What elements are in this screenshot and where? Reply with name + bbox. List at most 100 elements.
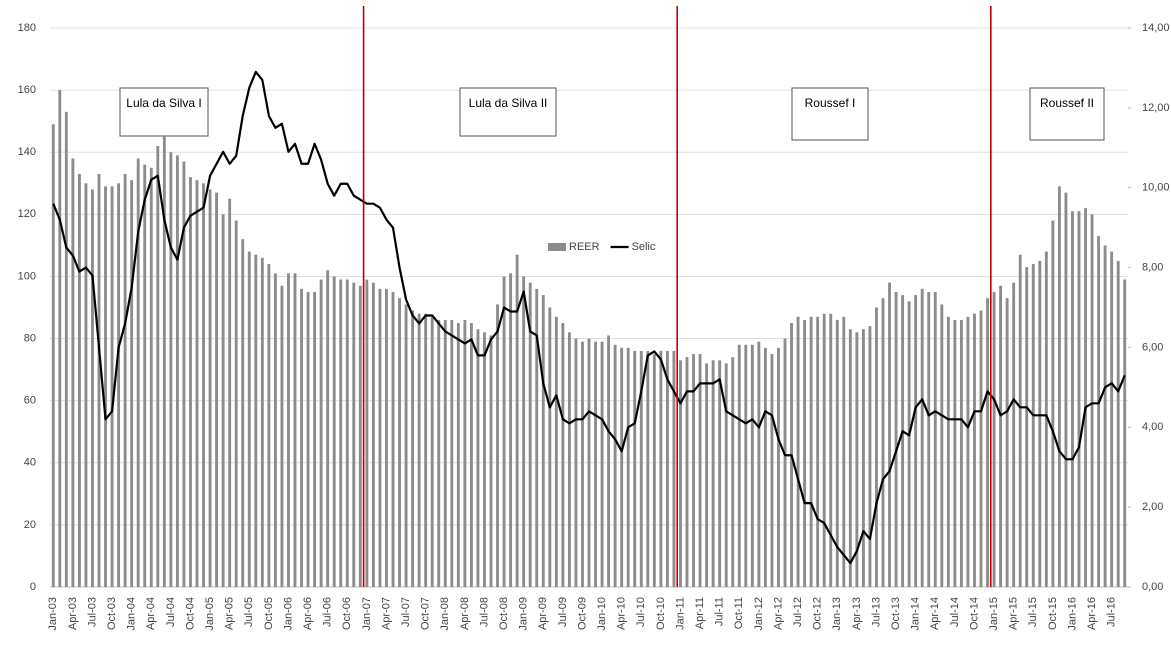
bar [456,323,460,587]
bar [404,304,408,587]
bar [234,220,238,588]
y2-tick-label: 10,00 [1142,182,1170,194]
bar [835,319,839,587]
bar [273,273,277,587]
bar [352,282,356,587]
y-tick-label: 0 [30,581,36,593]
y2-tick-label: 14,00 [1142,22,1170,34]
bar [443,319,447,587]
bar [692,354,695,587]
bar [300,288,303,587]
bar [97,173,101,587]
x-tick-label: Jul-10 [635,597,647,627]
x-tick-label: Oct-03 [106,597,118,630]
bar [469,323,473,587]
bar [1012,282,1016,587]
bar [724,363,728,587]
y-tick-label: 180 [18,22,36,34]
y2-tick-label: 0,00 [1142,581,1163,593]
bar [829,313,833,587]
bar [541,295,545,587]
y-tick-label: 60 [24,395,36,407]
bar [502,276,506,587]
annotation: Roussef I [805,96,856,110]
x-tick-label: Apr-11 [694,597,706,629]
bar [1025,267,1029,587]
bar [633,350,637,587]
bar [1038,260,1042,587]
bar [933,291,937,587]
x-tick-label: Oct-06 [341,597,353,630]
bar [672,350,676,587]
bar [71,158,75,587]
bar [927,291,931,587]
legend-label: Selic [632,241,656,253]
bar [992,291,996,587]
x-tick-label: Jul-16 [1106,597,1118,627]
bar [914,295,918,587]
bar [332,276,336,587]
x-tick-label: Apr-06 [302,597,314,630]
bar [665,350,669,587]
bar [750,344,754,587]
bar [554,316,558,587]
x-tick-label: Jul-12 [792,597,804,627]
bar [711,360,715,587]
bar [313,291,317,587]
bar [117,183,121,587]
bar [888,282,891,587]
x-tick-label: Jul-04 [165,597,177,627]
bar [221,214,225,588]
x-tick-label: Jul-13 [870,597,882,627]
annotation-box [459,87,557,137]
bar [1031,264,1035,587]
bar [143,164,147,587]
x-tick-label: Jul-11 [714,597,726,626]
bar [607,335,611,587]
bar [861,329,865,587]
bar [522,276,526,587]
bar [476,329,480,587]
bar [293,273,297,587]
x-tick-label: Jan-07 [361,597,373,631]
bar [535,288,539,587]
bar [437,319,441,587]
y-tick-label: 80 [24,332,36,344]
bar [430,316,434,587]
bar [345,279,349,587]
bar [130,180,134,587]
bar [241,239,245,587]
bar [208,189,212,587]
bar [123,173,127,587]
x-tick-label: Oct-13 [890,597,902,630]
x-tick-label: Oct-14 [968,597,980,630]
bar [842,316,846,587]
bar [652,354,656,587]
bar [385,288,388,587]
x-tick-label: Oct-08 [498,597,510,630]
bar [162,136,166,587]
x-tick-label: Jan-08 [439,597,451,631]
bar [1005,298,1009,587]
bar [587,338,591,587]
bar [946,316,950,587]
bar [796,316,800,587]
bar [613,344,617,587]
y-tick-label: 40 [24,457,36,469]
y2-tick-label: 12,00 [1142,102,1170,114]
bar [907,301,911,587]
bar [1071,211,1074,587]
bar [1077,211,1081,587]
bar [816,316,820,587]
x-tick-label: Apr-08 [459,597,471,630]
bar [561,323,565,587]
bar [77,173,81,587]
bar [626,347,630,587]
x-tick-label: Jul-15 [1027,597,1039,627]
bar [1090,214,1094,588]
bar [705,363,709,587]
bar [1018,254,1022,587]
bar [1103,245,1107,587]
legend-swatch [548,243,566,251]
bar [339,279,343,587]
